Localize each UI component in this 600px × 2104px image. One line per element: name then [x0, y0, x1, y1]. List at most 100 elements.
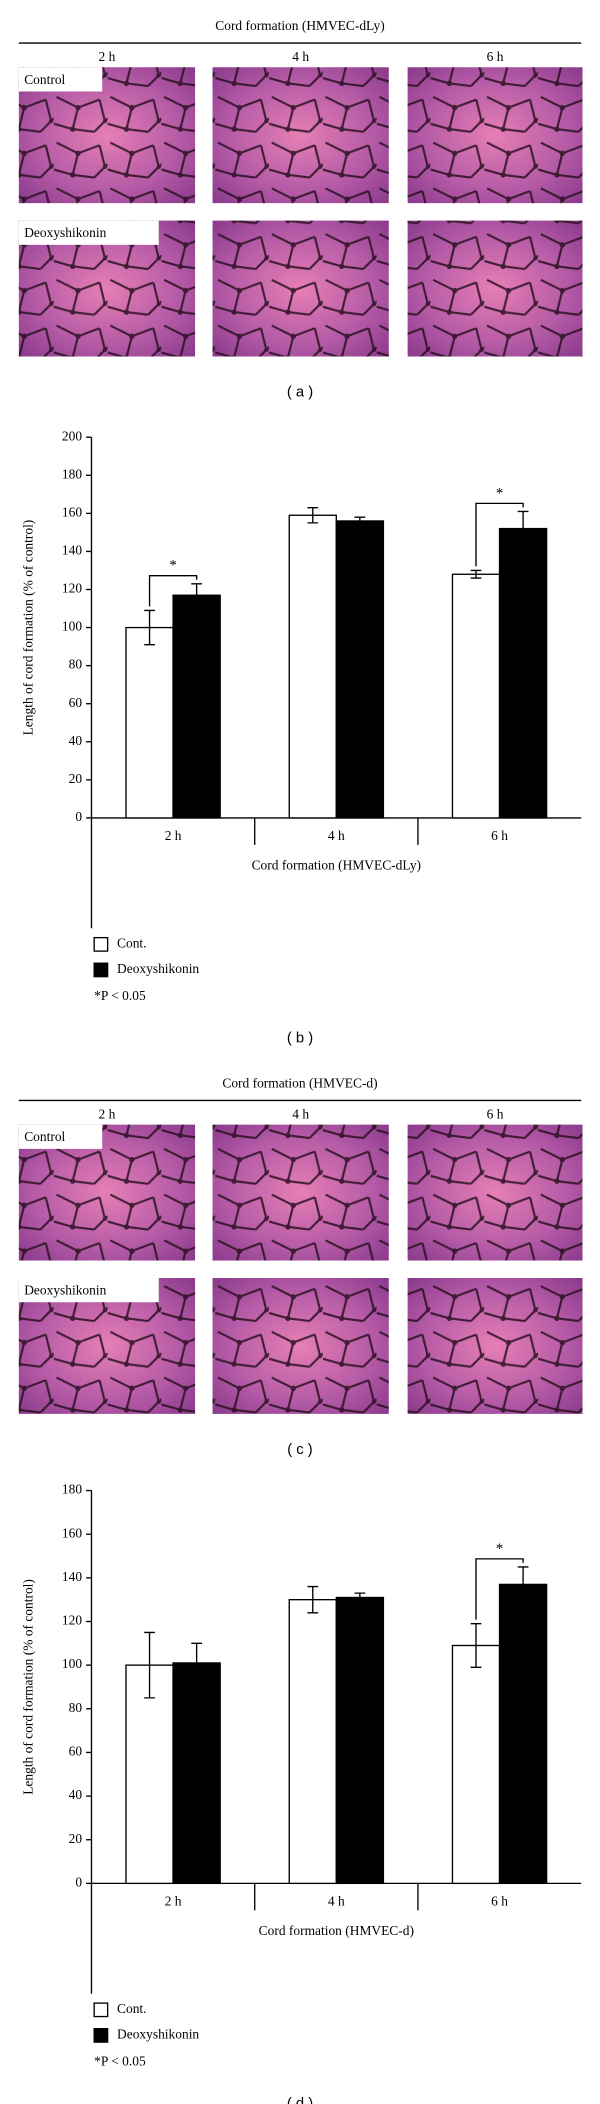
- error-bar: [307, 506, 319, 524]
- bar: [288, 1599, 337, 1885]
- significance-bracket: [475, 1558, 524, 1620]
- significance-note: *P < 0.05: [94, 988, 146, 1003]
- y-tick-label: 120: [62, 1613, 82, 1628]
- significance-mark: *: [496, 485, 503, 501]
- error-bar: [144, 609, 155, 646]
- significance-mark: *: [496, 1541, 503, 1557]
- y-tick-label: 140: [62, 1569, 82, 1584]
- error-bar: [517, 1566, 529, 1603]
- micrograph-network: [407, 67, 583, 204]
- bar: [451, 573, 501, 819]
- y-tick-label: 60: [69, 1744, 83, 1759]
- row-label-box: [18, 67, 103, 92]
- micrograph-network: [407, 220, 583, 357]
- panel-label: ( c ): [287, 1442, 312, 1458]
- y-tick-label: 60: [69, 695, 83, 710]
- row-label: Deoxyshikonin: [24, 225, 106, 240]
- error-bar: [144, 1631, 155, 1699]
- x-tick-label: 4 h: [328, 828, 345, 843]
- timepoint-label: 4 h: [292, 49, 309, 64]
- bar: [288, 514, 337, 819]
- row-label: Deoxyshikonin: [24, 1283, 106, 1298]
- micrograph-network: [212, 1124, 389, 1261]
- timepoint-label: 6 h: [487, 1106, 504, 1121]
- significance-bracket: [475, 502, 524, 567]
- row-label: Control: [24, 1129, 65, 1144]
- panel-label: ( a ): [287, 385, 313, 401]
- y-tick-label: 40: [69, 1787, 83, 1802]
- error-bar: [517, 510, 529, 547]
- y-tick-label: 80: [69, 1700, 83, 1715]
- y-tick-label: 20: [69, 1831, 83, 1846]
- y-tick-label: 180: [62, 1482, 82, 1497]
- legend-swatch: [93, 2027, 109, 2043]
- error-bar: [307, 1585, 319, 1614]
- y-axis-label: Length of cord formation (% of control): [21, 1579, 36, 1795]
- timepoint-label: 4 h: [292, 1106, 309, 1121]
- y-tick-label: 120: [62, 581, 82, 596]
- y-tick-label: 80: [69, 657, 83, 672]
- y-tick-label: 180: [62, 466, 82, 481]
- micrograph-network: [212, 67, 389, 204]
- x-tick-label: 2 h: [165, 828, 182, 843]
- y-tick-label: 0: [75, 809, 82, 824]
- bar: [498, 527, 548, 819]
- legend-label: Cont.: [117, 935, 147, 950]
- timepoint-label: 6 h: [487, 49, 504, 64]
- legend-label: Deoxyshikonin: [117, 2026, 199, 2041]
- x-tick-label: 4 h: [328, 1893, 345, 1908]
- y-tick-label: 20: [69, 771, 83, 786]
- bar: [335, 520, 385, 819]
- bar: [125, 626, 174, 819]
- error-bar: [191, 583, 203, 608]
- bar: [125, 1664, 174, 1885]
- x-axis-label: Cord formation (HMVEC-dLy): [252, 857, 421, 872]
- panel-label: ( d ): [287, 2096, 313, 2104]
- bar: [335, 1596, 385, 1885]
- legend-swatch: [93, 936, 109, 952]
- y-tick-label: 200: [62, 428, 82, 443]
- x-tick-label: 6 h: [491, 828, 508, 843]
- bar: [451, 1644, 501, 1885]
- panel-label: ( b ): [287, 1030, 313, 1046]
- row-label-box: [18, 220, 159, 245]
- significance-bracket: [148, 575, 198, 607]
- legend-label: Deoxyshikonin: [117, 961, 199, 976]
- micrograph-network: [407, 1278, 583, 1414]
- y-tick-label: 100: [62, 619, 82, 634]
- timepoint-label: 2 h: [99, 1106, 116, 1121]
- legend-label: Cont.: [117, 2001, 147, 2016]
- bar: [498, 1583, 548, 1885]
- y-tick-label: 100: [62, 1656, 82, 1671]
- timepoint-label: 2 h: [99, 49, 116, 64]
- y-tick-label: 40: [69, 733, 83, 748]
- y-tick-label: 160: [62, 504, 82, 519]
- row-label-box: [18, 1124, 103, 1149]
- row-label: Control: [24, 72, 65, 87]
- y-tick-label: 140: [62, 543, 82, 558]
- micrograph-network: [407, 1124, 583, 1261]
- row-label-box: [18, 1278, 159, 1303]
- x-axis-label: Cord formation (HMVEC-d): [259, 1923, 414, 1938]
- significance-mark: *: [169, 558, 176, 574]
- bar: [172, 594, 221, 819]
- bar: [172, 1662, 221, 1885]
- error-bar: [470, 1623, 482, 1668]
- legend-swatch: [93, 2002, 109, 2018]
- y-tick-label: 160: [62, 1525, 82, 1540]
- error-bar: [354, 516, 366, 526]
- panel-title: Cord formation (HMVEC-dLy): [215, 18, 384, 33]
- micrograph-network: [212, 220, 389, 357]
- error-bar: [191, 1642, 203, 1684]
- y-axis-label: Length of cord formation (% of control): [21, 520, 36, 736]
- legend-swatch: [93, 962, 109, 978]
- panel-title: Cord formation (HMVEC-d): [222, 1075, 377, 1090]
- error-bar: [354, 1592, 366, 1603]
- x-tick-label: 6 h: [491, 1893, 508, 1908]
- x-tick-label: 2 h: [165, 1893, 182, 1908]
- micrograph-network: [212, 1278, 389, 1414]
- y-tick-label: 0: [75, 1874, 82, 1889]
- significance-note: *P < 0.05: [94, 2053, 146, 2068]
- error-bar: [470, 569, 482, 579]
